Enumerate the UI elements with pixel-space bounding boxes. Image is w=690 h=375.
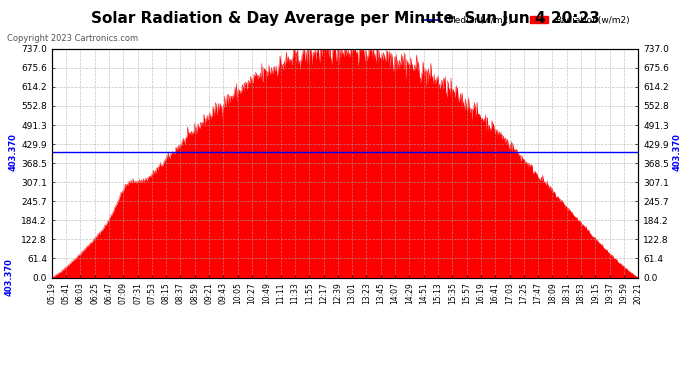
Text: Solar Radiation & Day Average per Minute  Sun Jun 4 20:23: Solar Radiation & Day Average per Minute…	[90, 11, 600, 26]
Text: 403.370: 403.370	[8, 134, 17, 171]
Legend: Median(w/m2), Radiation(w/m2): Median(w/m2), Radiation(w/m2)	[419, 12, 633, 28]
Text: Copyright 2023 Cartronics.com: Copyright 2023 Cartronics.com	[7, 34, 138, 43]
Text: 403.370: 403.370	[5, 258, 14, 296]
Text: 403.370: 403.370	[673, 134, 682, 171]
